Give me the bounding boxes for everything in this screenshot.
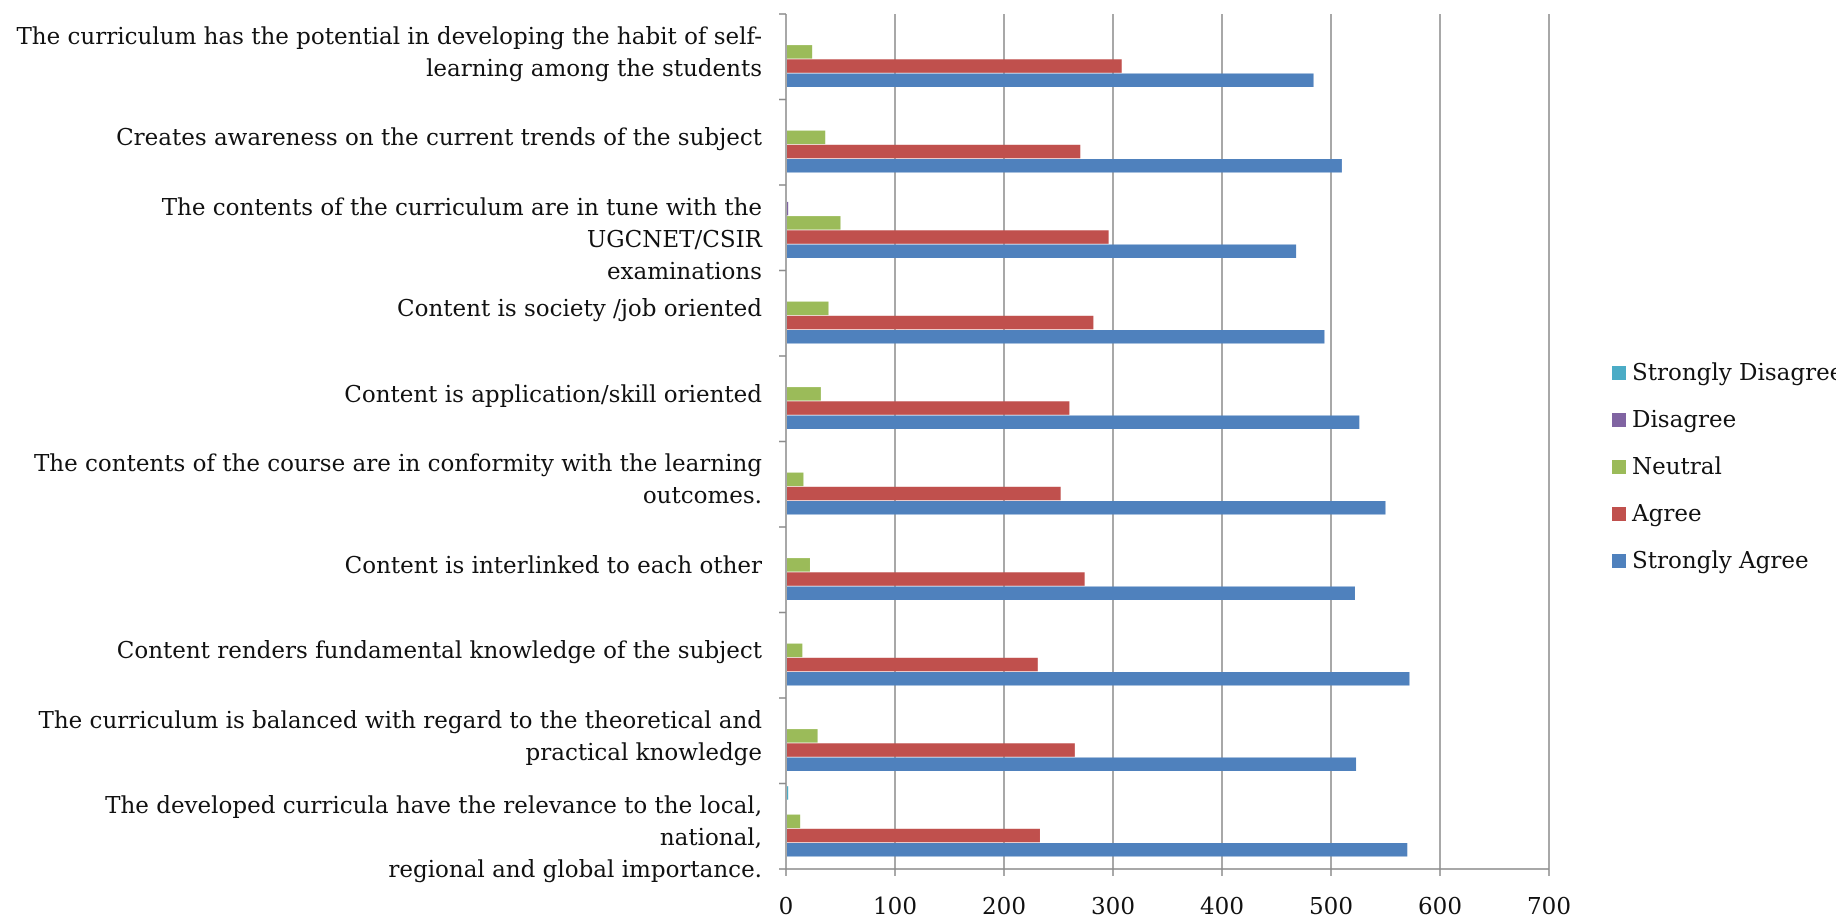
bar-strongly-agree (787, 757, 1357, 771)
bar-strongly-agree (787, 159, 1342, 173)
bar-neutral (787, 643, 803, 658)
x-tick-label: 400 (1200, 894, 1244, 915)
legend-swatch (1612, 459, 1626, 474)
legend-swatch (1612, 412, 1626, 427)
category-label-line: Creates awareness on the current trends … (116, 125, 762, 152)
bar-strongly-agree (787, 501, 1386, 515)
axes (779, 13, 1550, 876)
legend-item: Neutral (1612, 443, 1836, 490)
bars (787, 45, 1410, 857)
category-label-line: practical knowledge (525, 739, 762, 766)
bar-strongly-agree (787, 415, 1360, 429)
category-label-line: examinations (606, 258, 762, 285)
category-label: The curriculum is balanced with regard t… (2, 705, 762, 769)
bar-strongly-agree (787, 330, 1325, 344)
gridlines (894, 14, 1550, 869)
bar-agree (787, 828, 1040, 843)
legend: Strongly Disagree Disagree Neutral Agree Str… (1612, 349, 1836, 584)
bar-neutral (787, 558, 810, 572)
bar-disagree (787, 201, 789, 216)
category-label-line: The curriculum is balanced with regard t… (38, 707, 762, 734)
legend-item: Agree (1612, 490, 1836, 537)
bar-strongly-disagree (787, 786, 789, 800)
bar-agree (787, 657, 1038, 672)
category-label-line: learning among the students (426, 55, 762, 82)
category-label: Content is society /job oriented (2, 293, 762, 325)
bar-neutral (787, 301, 829, 316)
x-tick-label: 200 (982, 894, 1026, 915)
legend-item: Strongly Agree (1612, 537, 1836, 584)
category-label-line: The contents of the course are in confor… (33, 451, 762, 478)
bar-neutral (787, 814, 801, 829)
bar-strongly-agree (787, 586, 1355, 600)
category-label-line: Content is society /job oriented (397, 296, 762, 323)
bar-agree (787, 486, 1061, 501)
bar-neutral (787, 729, 818, 743)
category-label-line: Content is interlinked to each other (344, 552, 762, 579)
bar-strongly-agree (787, 244, 1297, 258)
x-tick-label: 100 (873, 894, 917, 915)
x-axis-ticks: 0 100 200 300 400 500 600 700 (779, 894, 1571, 915)
legend-label: Strongly Disagree (1632, 359, 1836, 386)
bar-agree (787, 230, 1109, 244)
legend-swatch (1612, 506, 1626, 521)
category-label-line: The contents of the curriculum are in tu… (161, 194, 762, 253)
x-tick-label: 600 (1418, 894, 1462, 915)
category-label-line: Content is application/skill oriented (344, 381, 762, 408)
x-tick-label: 300 (1091, 894, 1135, 915)
bar-neutral (787, 387, 821, 401)
bar-agree (787, 401, 1070, 415)
legend-label: Disagree (1632, 406, 1737, 433)
category-label: Content renders fundamental knowledge of… (2, 635, 762, 667)
x-tick-label: 700 (1527, 894, 1571, 915)
bar-agree (787, 59, 1122, 73)
legend-item: Disagree (1612, 396, 1836, 443)
bar-neutral (787, 130, 826, 145)
bar-strongly-agree (787, 73, 1314, 87)
legend-label: Strongly Agree (1632, 547, 1809, 574)
bar-agree (787, 572, 1085, 586)
x-tick-label: 0 (779, 894, 794, 915)
bar-neutral (787, 216, 841, 230)
legend-label: Agree (1632, 500, 1702, 527)
category-label-line: The curriculum has the potential in deve… (16, 23, 762, 50)
category-label: Content is application/skill oriented (2, 379, 762, 411)
bar-agree (787, 315, 1094, 330)
bar-neutral (787, 45, 813, 59)
category-label-line: The developed curricula have the relevan… (105, 793, 762, 852)
bar-strongly-agree (787, 672, 1410, 686)
legend-label: Neutral (1632, 453, 1722, 480)
category-label: Content is interlinked to each other (2, 550, 762, 582)
category-label: Creates awareness on the current trends … (2, 122, 762, 154)
legend-swatch (1612, 553, 1626, 568)
category-label: The contents of the curriculum are in tu… (2, 192, 762, 288)
bar-agree (787, 743, 1075, 757)
x-tick-label: 500 (1309, 894, 1353, 915)
legend-swatch (1612, 365, 1626, 380)
category-label-line: outcomes. (642, 483, 762, 510)
category-label-line: Content renders fundamental knowledge of… (116, 638, 762, 665)
category-label: The curriculum has the potential in deve… (2, 21, 762, 85)
bar-neutral (787, 472, 804, 487)
legend-item: Strongly Disagree (1612, 349, 1836, 396)
category-label-line: regional and global importance. (388, 857, 762, 884)
bar-strongly-agree (787, 843, 1408, 857)
category-label: The contents of the course are in confor… (2, 448, 762, 512)
category-label: The developed curricula have the relevan… (2, 790, 762, 886)
bar-agree (787, 144, 1081, 159)
